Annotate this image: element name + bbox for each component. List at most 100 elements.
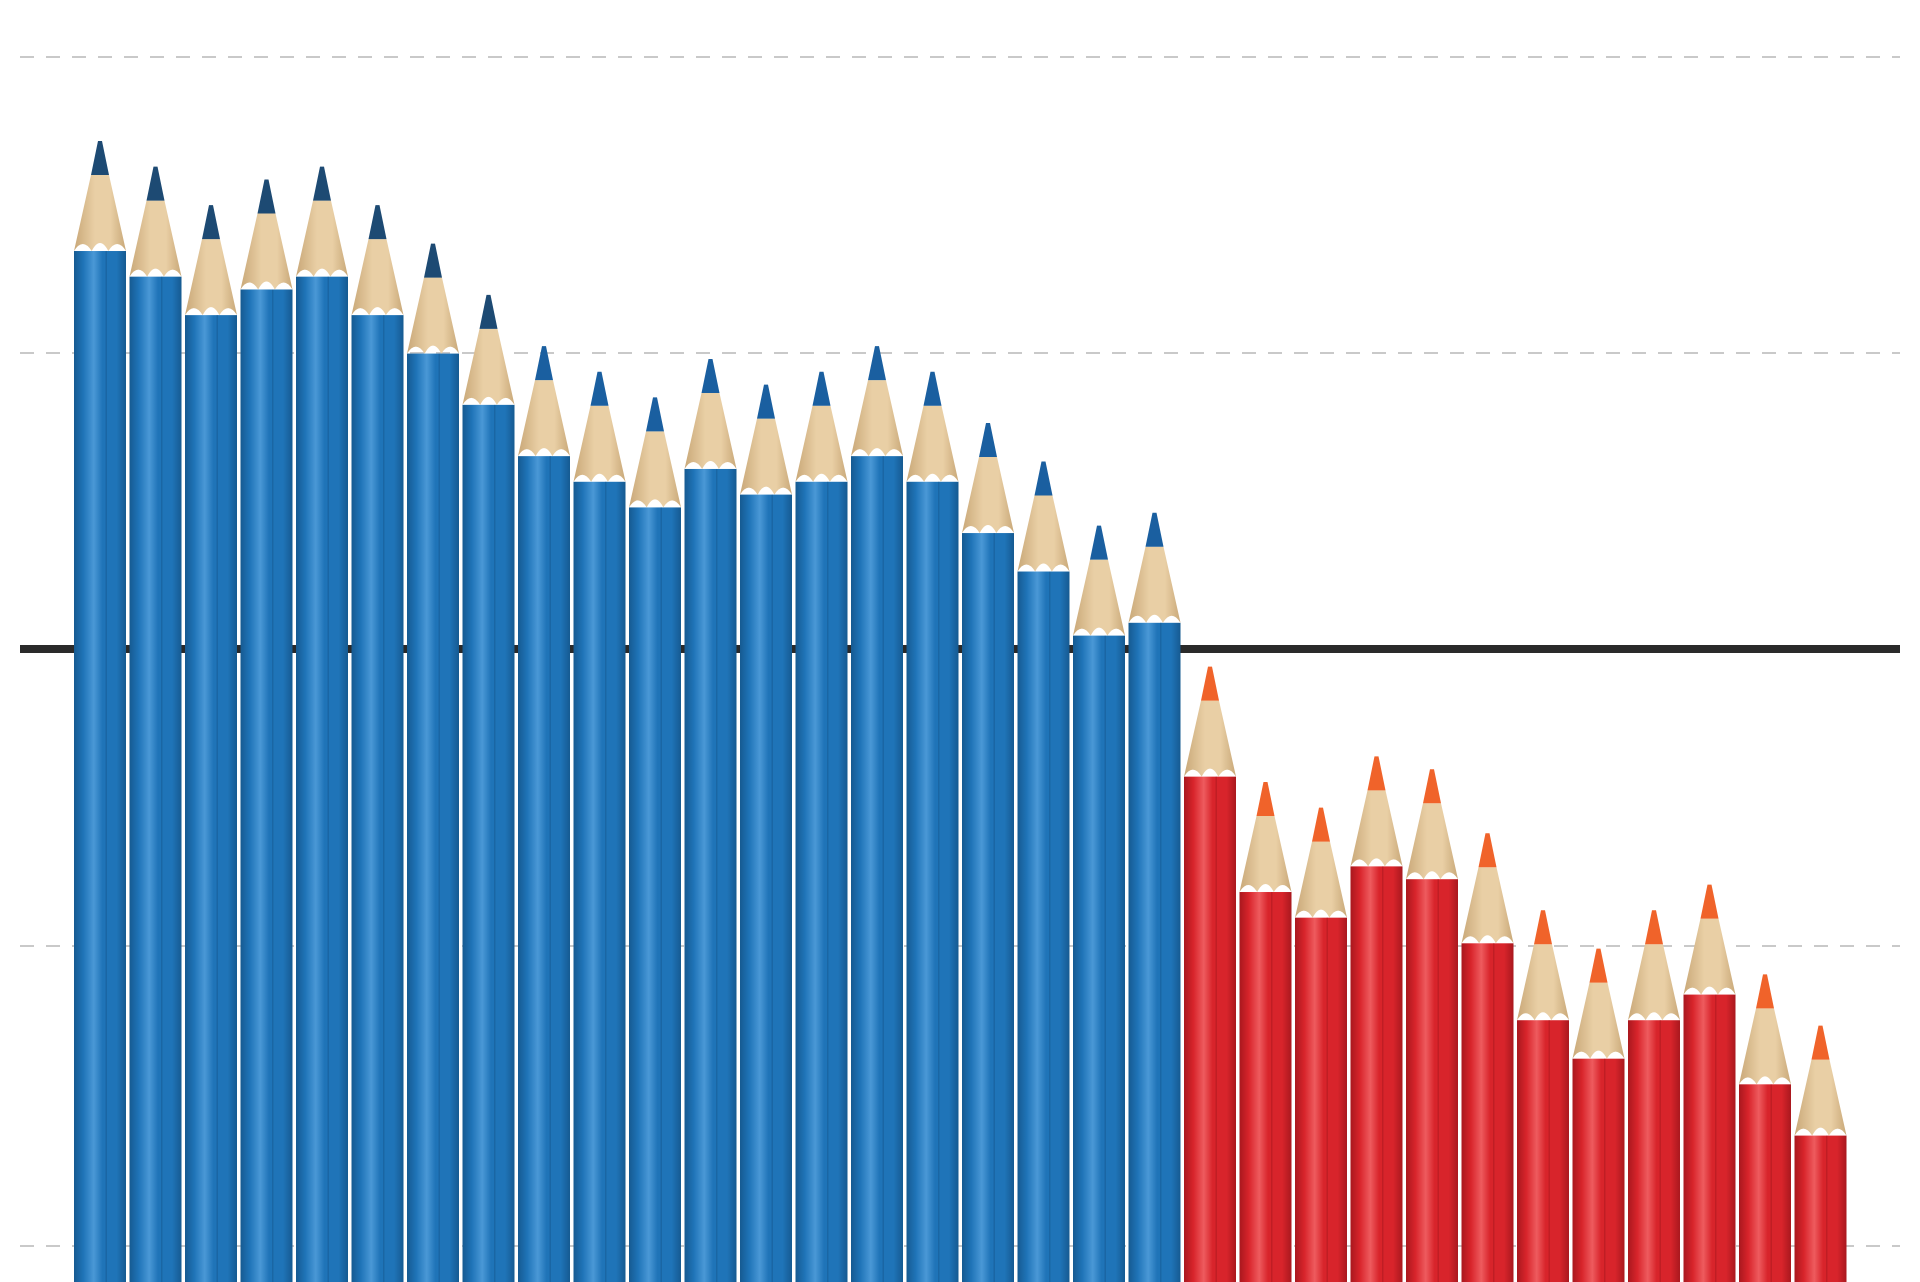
pencil: [129, 166, 182, 1282]
pencil-bars: [74, 141, 1847, 1282]
pencil-wood-tip: [1628, 944, 1680, 1021]
pencil-wood-tip: [407, 277, 459, 354]
pencil-wood-tip: [129, 200, 182, 277]
pencil-wood-tip: [1073, 559, 1125, 636]
pencil-body: [1739, 1084, 1791, 1282]
pencil-lead: [257, 179, 276, 214]
pencil: [240, 179, 293, 1282]
pencil-body: [1239, 892, 1292, 1282]
pencil: [1239, 782, 1292, 1282]
pencil-lead: [590, 371, 609, 406]
pencil: [351, 205, 404, 1282]
pencil: [573, 371, 626, 1282]
pencil-wood-tip: [1295, 841, 1347, 918]
pencil-lead: [1478, 833, 1497, 868]
pencil-body: [1184, 776, 1236, 1282]
pencil-body: [1128, 622, 1181, 1282]
pencil-body: [684, 468, 737, 1282]
pencil: [185, 205, 237, 1282]
pencil: [1794, 1025, 1847, 1282]
pencil-wood-tip: [1739, 1008, 1791, 1085]
pencil-lead: [1423, 769, 1441, 804]
pencil-body: [573, 481, 626, 1282]
pencil-body: [185, 315, 237, 1282]
pencil-body: [1794, 1135, 1847, 1282]
pencil: [1350, 756, 1403, 1282]
pencil-lead: [1367, 756, 1386, 791]
pencil-body: [1683, 994, 1736, 1282]
pencil-lead: [1589, 948, 1608, 983]
pencil: [1128, 512, 1181, 1282]
pencil-body: [351, 315, 404, 1282]
pencil-body: [1628, 1020, 1680, 1282]
pencil: [740, 384, 792, 1282]
pencil: [1295, 807, 1347, 1282]
pencil: [1017, 461, 1070, 1282]
pencil-body: [74, 251, 126, 1282]
pencil-lead: [1756, 974, 1774, 1009]
pencil-body: [462, 404, 515, 1282]
pencil-lead: [202, 205, 220, 240]
pencil-body: [1406, 879, 1458, 1282]
pencil-lead: [923, 371, 942, 406]
pencil-body: [1350, 866, 1403, 1282]
pencil: [407, 243, 459, 1282]
pencil-body: [740, 494, 792, 1282]
pencil-lead: [424, 243, 442, 278]
pencil: [462, 294, 515, 1282]
pencil-body: [129, 276, 182, 1282]
pencil-wood-tip: [684, 392, 737, 469]
pencil-wood-tip: [851, 380, 903, 457]
pencil-wood-tip: [1683, 918, 1736, 995]
pencil-wood-tip: [962, 457, 1014, 534]
pencil-body: [407, 353, 459, 1282]
pencil-wood-tip: [906, 405, 959, 482]
pencil-body: [1461, 943, 1514, 1282]
pencil-wood-tip: [296, 200, 348, 277]
pencil-lead: [91, 141, 109, 176]
pencil-body: [1572, 1058, 1625, 1282]
pencil-wood-tip: [462, 328, 515, 405]
pencil-body: [1517, 1020, 1569, 1282]
pencil-wood-tip: [573, 405, 626, 482]
pencil-lead: [979, 423, 997, 458]
pencil-body: [906, 481, 959, 1282]
pencil-lead: [757, 384, 775, 419]
pencil: [962, 423, 1014, 1282]
pencil-wood-tip: [629, 431, 681, 508]
pencil-body: [962, 533, 1014, 1282]
pencil-lead: [1034, 461, 1053, 496]
pencil: [296, 166, 348, 1282]
pencil-wood-tip: [185, 239, 237, 316]
pencil-wood-tip: [795, 405, 848, 482]
pencil: [1517, 910, 1569, 1282]
pencil-body: [1073, 635, 1125, 1282]
pencil: [684, 358, 737, 1282]
pencil-wood-tip: [1184, 700, 1236, 777]
pencil-lead: [313, 166, 331, 201]
pencil: [1461, 833, 1514, 1282]
pencil: [906, 371, 959, 1282]
pencil-wood-tip: [740, 418, 792, 495]
pencil-lead: [1534, 910, 1552, 945]
pencil-wood-tip: [1572, 982, 1625, 1059]
pencil-wood-tip: [351, 239, 404, 316]
pencil-lead: [868, 346, 886, 381]
pencil-lead: [1811, 1025, 1830, 1060]
pencil-body: [851, 456, 903, 1282]
pencil-body: [795, 481, 848, 1282]
pencil-lead: [646, 397, 664, 432]
pencil-lead: [1700, 884, 1719, 919]
pencil-lead: [535, 346, 553, 381]
pencil: [1683, 884, 1736, 1282]
pencil: [1184, 666, 1236, 1282]
pencil-lead: [1256, 782, 1275, 817]
pencil-wood-tip: [1239, 816, 1292, 893]
pencil: [629, 397, 681, 1282]
pencil-body: [518, 456, 570, 1282]
pencil-lead: [812, 371, 831, 406]
pencil-wood-tip: [1017, 495, 1070, 572]
pencil: [1739, 974, 1791, 1282]
pencil-body: [296, 276, 348, 1282]
